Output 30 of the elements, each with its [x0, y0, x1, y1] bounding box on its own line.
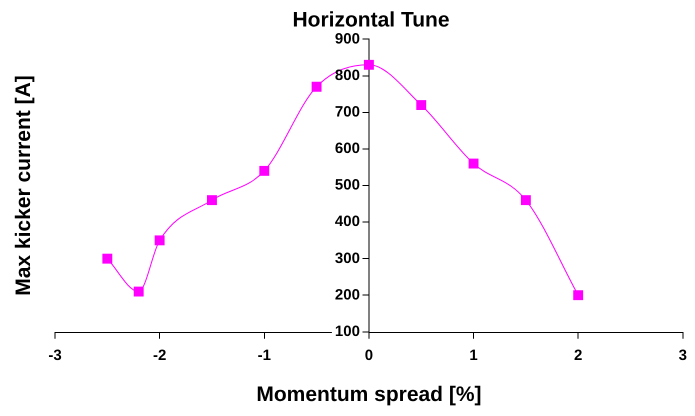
point — [573, 290, 584, 300]
x-tick-label: -1 — [258, 346, 271, 364]
y-tick-label: 800 — [334, 66, 360, 84]
y-tick-label: 100 — [334, 322, 360, 340]
y-tick-label: 500 — [334, 176, 360, 194]
point — [520, 195, 531, 206]
x-tick-label: 0 — [364, 346, 374, 364]
x-tick-label: 2 — [574, 346, 582, 364]
x-tick-label: -2 — [152, 346, 166, 364]
x-axis-title: Momentum spread [%] — [256, 383, 482, 406]
point — [102, 254, 112, 264]
point — [312, 82, 322, 92]
point — [364, 60, 374, 70]
point — [259, 166, 270, 176]
y-tick-label: 700 — [334, 103, 360, 120]
point — [134, 286, 144, 297]
x-tick-label: 3 — [678, 346, 687, 364]
point — [468, 158, 479, 169]
y-tick-label: 900 — [334, 30, 360, 48]
point — [207, 195, 217, 206]
y-tick-label: 300 — [334, 250, 360, 267]
y-axis-title: Max kicker current [A] — [12, 75, 35, 296]
y-tick-label: 400 — [334, 213, 360, 230]
x-tick-label: -3 — [48, 346, 62, 364]
chart-title: Horizontal Tune — [292, 8, 450, 32]
point — [154, 235, 165, 246]
point — [416, 100, 426, 110]
y-tick-label: 200 — [334, 286, 360, 304]
x-tick-label: 1 — [469, 346, 478, 364]
y-tick-label: 600 — [334, 140, 360, 158]
